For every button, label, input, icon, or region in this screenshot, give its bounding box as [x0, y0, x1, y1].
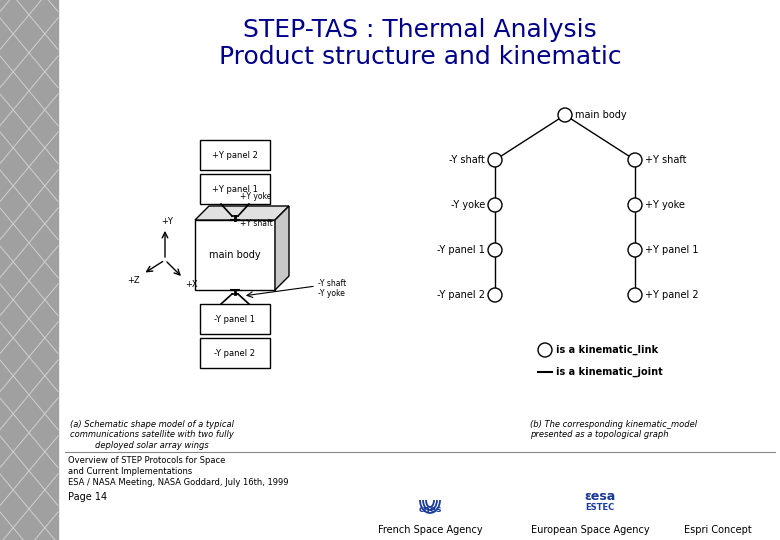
Text: Espri Concept: Espri Concept [684, 525, 752, 535]
Bar [0, 0, 58, 540]
Text: +Y shaft: +Y shaft [645, 155, 686, 165]
Text: +Z: +Z [127, 276, 140, 285]
Text: main body: main body [575, 110, 626, 120]
Text: (a) Schematic shape model of a typical
communications satellite with two fully
d: (a) Schematic shape model of a typical c… [70, 420, 234, 450]
Circle shape [628, 243, 642, 257]
Text: is a kinematic_link: is a kinematic_link [556, 345, 658, 355]
Text: εesa: εesa [584, 490, 615, 503]
Circle shape [488, 198, 502, 212]
Circle shape [628, 198, 642, 212]
Text: -Y shaft: -Y shaft [318, 280, 346, 288]
Bar [195, 220, 275, 290]
Bar [200, 140, 270, 170]
Text: +Y: +Y [161, 217, 173, 226]
Text: and Current Implementations: and Current Implementations [68, 467, 192, 476]
Text: European Space Agency: European Space Agency [530, 525, 649, 535]
Circle shape [488, 153, 502, 167]
Bar [200, 338, 270, 368]
Text: Overview of STEP Protocols for Space: Overview of STEP Protocols for Space [68, 456, 225, 465]
Text: -Y shaft: -Y shaft [449, 155, 485, 165]
Text: +X: +X [185, 280, 197, 289]
Text: -Y panel 2: -Y panel 2 [437, 290, 485, 300]
Text: +Y yoke: +Y yoke [240, 192, 271, 201]
Text: +Y yoke: +Y yoke [645, 200, 685, 210]
Bar [200, 304, 270, 334]
Polygon shape [275, 206, 289, 290]
Bar [200, 174, 270, 204]
Text: ESA / NASA Meeting, NASA Goddard, July 16th, 1999: ESA / NASA Meeting, NASA Goddard, July 1… [68, 478, 289, 487]
Text: STEP-TAS : Thermal Analysis: STEP-TAS : Thermal Analysis [243, 18, 597, 42]
Circle shape [538, 343, 552, 357]
Text: ESTEC: ESTEC [585, 503, 615, 511]
Text: -Y panel 1: -Y panel 1 [215, 314, 256, 323]
Circle shape [628, 288, 642, 302]
Text: Product structure and kinematic: Product structure and kinematic [218, 45, 622, 69]
Text: Page 14: Page 14 [68, 492, 107, 502]
Text: -Y panel 1: -Y panel 1 [437, 245, 485, 255]
Text: cnes: cnes [418, 505, 441, 515]
Circle shape [488, 288, 502, 302]
Text: (b) The corresponding kinematic_model
presented as a topological graph: (b) The corresponding kinematic_model pr… [530, 420, 697, 440]
Text: +Y panel 2: +Y panel 2 [212, 151, 258, 159]
Polygon shape [195, 206, 289, 220]
Text: main body: main body [209, 250, 261, 260]
Text: +Y panel 1: +Y panel 1 [212, 185, 258, 193]
Text: French Space Agency: French Space Agency [378, 525, 482, 535]
Text: -Y panel 2: -Y panel 2 [215, 348, 256, 357]
Text: +Y panel 1: +Y panel 1 [645, 245, 699, 255]
Text: -Y yoke: -Y yoke [451, 200, 485, 210]
Circle shape [628, 153, 642, 167]
Text: +Y shaft: +Y shaft [240, 219, 273, 228]
Text: +Y panel 2: +Y panel 2 [645, 290, 699, 300]
Text: is a kinematic_joint: is a kinematic_joint [556, 367, 663, 377]
Circle shape [488, 243, 502, 257]
Text: -Y yoke: -Y yoke [318, 289, 345, 299]
Circle shape [558, 108, 572, 122]
